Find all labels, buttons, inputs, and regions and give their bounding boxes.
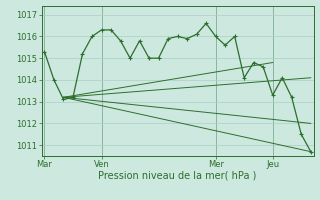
X-axis label: Pression niveau de la mer( hPa ): Pression niveau de la mer( hPa ) [99, 171, 257, 181]
